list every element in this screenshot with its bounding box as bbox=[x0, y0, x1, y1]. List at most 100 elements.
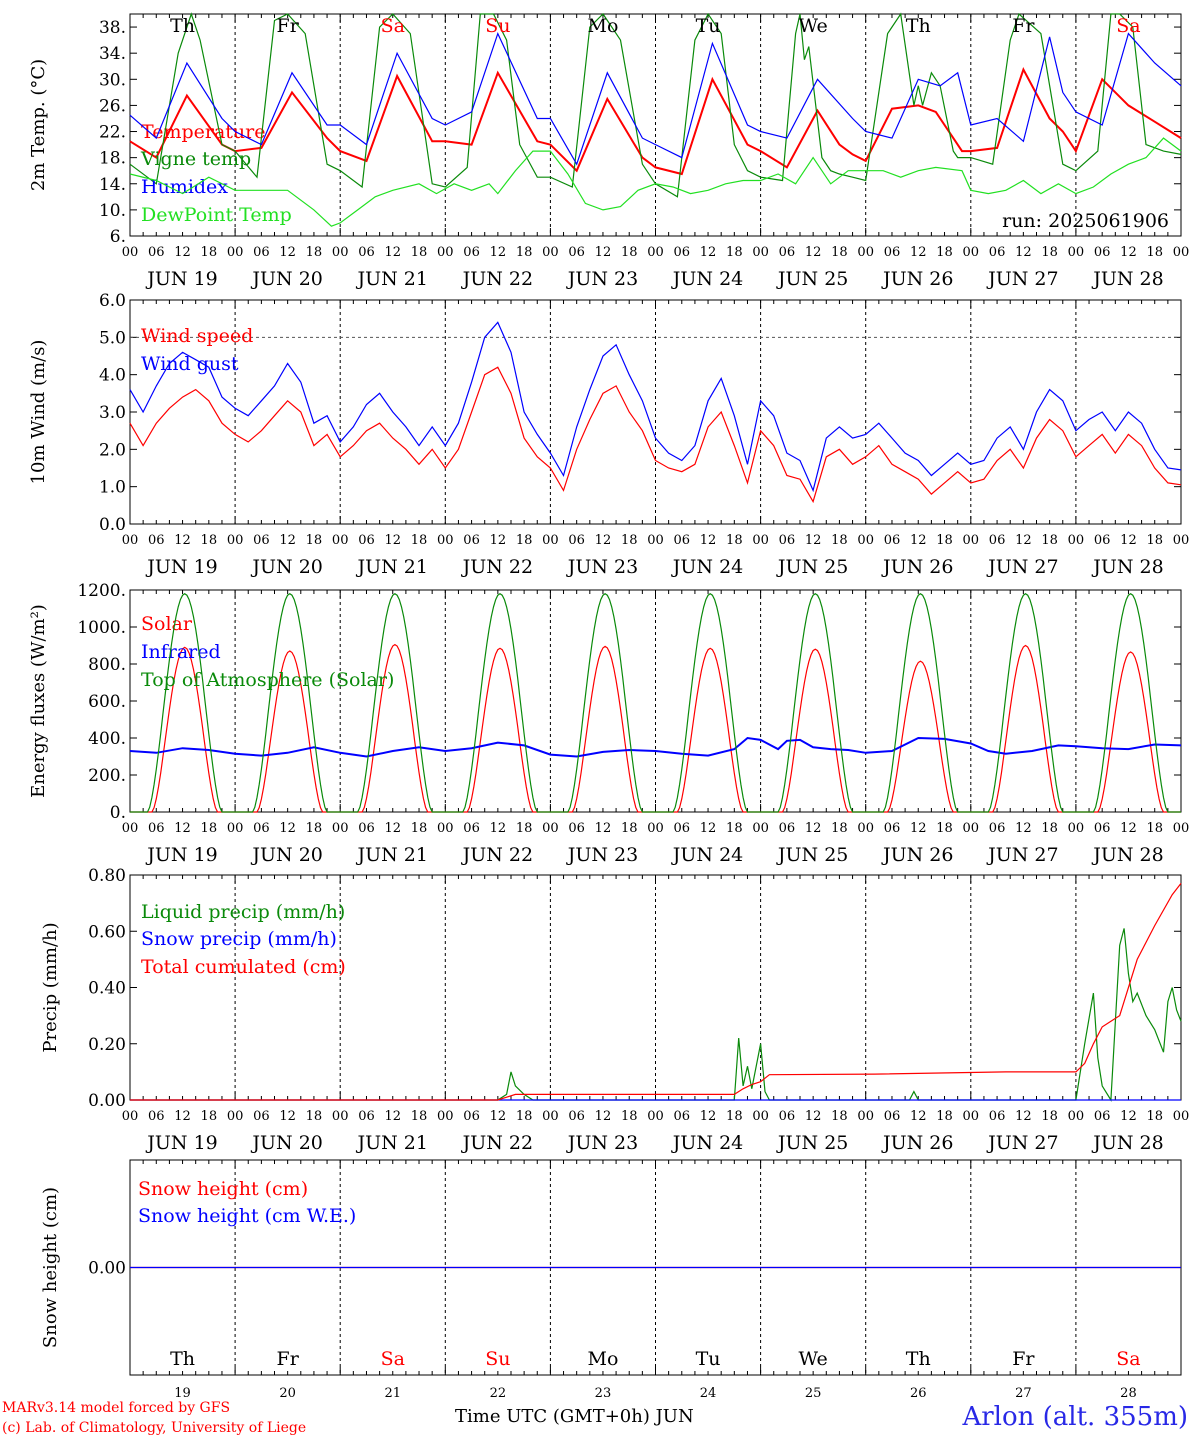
day-number: 24 bbox=[700, 1386, 717, 1401]
hour-label: 00 bbox=[542, 1109, 559, 1124]
hour-label: 06 bbox=[779, 245, 796, 260]
y-tick-label: 0.00 bbox=[88, 1259, 126, 1279]
hour-label: 18 bbox=[516, 245, 533, 260]
x-axis-title: Time UTC (GMT+0h) JUN bbox=[455, 1406, 694, 1427]
legend-entry: Vigne temp bbox=[140, 148, 251, 170]
y-tick-label: 200. bbox=[88, 766, 126, 786]
hour-label: 00 bbox=[857, 533, 874, 548]
hour-label: 00 bbox=[752, 533, 769, 548]
hour-label: 00 bbox=[963, 245, 980, 260]
hour-label: 18 bbox=[1146, 1109, 1163, 1124]
series-line-vigne-temp bbox=[129, 12, 1182, 198]
date-label: JUN 25 bbox=[776, 556, 848, 578]
hour-label: 00 bbox=[1173, 533, 1190, 548]
date-label: JUN 27 bbox=[986, 268, 1058, 290]
hour-label: 00 bbox=[1173, 821, 1190, 836]
day-number: 28 bbox=[1120, 1386, 1137, 1401]
hour-label: 06 bbox=[253, 245, 270, 260]
hour-label: 00 bbox=[122, 821, 139, 836]
hour-label: 00 bbox=[227, 245, 244, 260]
y-tick-label: 1000. bbox=[77, 618, 126, 638]
hour-label: 12 bbox=[700, 821, 717, 836]
hour-label: 12 bbox=[384, 533, 401, 548]
hour-label: 06 bbox=[358, 245, 375, 260]
y-tick-label: 34. bbox=[99, 44, 126, 64]
date-label: JUN 20 bbox=[250, 1132, 322, 1154]
hour-label: 12 bbox=[595, 1109, 612, 1124]
hour-label: 06 bbox=[463, 821, 480, 836]
date-label: JUN 23 bbox=[566, 1132, 638, 1154]
hour-label: 06 bbox=[358, 1109, 375, 1124]
hour-label: 00 bbox=[857, 245, 874, 260]
hour-label: 12 bbox=[910, 1109, 927, 1124]
hour-label: 18 bbox=[516, 821, 533, 836]
plot-frame bbox=[129, 299, 1182, 525]
legend-entry: Solar bbox=[141, 613, 193, 635]
date-label: JUN 28 bbox=[1091, 844, 1163, 866]
date-label: JUN 25 bbox=[776, 268, 848, 290]
y-tick-label: 0.0 bbox=[99, 515, 126, 535]
hour-label: 18 bbox=[726, 1109, 743, 1124]
date-label: JUN 22 bbox=[461, 844, 533, 866]
hour-label: 12 bbox=[805, 245, 822, 260]
weekday-label: Mo bbox=[587, 15, 618, 37]
hour-label: 06 bbox=[568, 821, 585, 836]
y-tick-label: 6. bbox=[110, 227, 126, 247]
panel-5: 0.00 Snow height (cm) Snow height (cm) Snow… bbox=[40, 1159, 1182, 1401]
hour-label: 12 bbox=[279, 533, 296, 548]
hour-label: 00 bbox=[963, 1109, 980, 1124]
hour-label: 00 bbox=[963, 821, 980, 836]
y-tick-label: 800. bbox=[88, 655, 126, 675]
hour-label: 06 bbox=[358, 821, 375, 836]
y-tick-label: 30. bbox=[99, 70, 126, 90]
hour-label: 18 bbox=[1041, 245, 1058, 260]
y-tick-label: 0.20 bbox=[88, 1035, 126, 1055]
hour-label: 00 bbox=[542, 821, 559, 836]
hour-label: 12 bbox=[1015, 1109, 1032, 1124]
panel-2: 0.0 1.0 2.0 3.0 4.0 5.0 6.0 10m Wind (m/s) 00 06 1… bbox=[28, 291, 1189, 578]
hour-label: 00 bbox=[227, 533, 244, 548]
hour-label: 00 bbox=[437, 821, 454, 836]
weekday-label: Tu bbox=[696, 1348, 721, 1370]
date-label: JUN 24 bbox=[671, 268, 743, 290]
hour-label: 18 bbox=[621, 245, 638, 260]
hour-label: 18 bbox=[201, 821, 218, 836]
hour-label: 12 bbox=[910, 533, 927, 548]
y-axis-label: Precip (mm/h) bbox=[40, 922, 61, 1052]
legend-entry: Wind speed bbox=[141, 325, 253, 347]
date-label: JUN 23 bbox=[566, 844, 638, 866]
hour-label: 12 bbox=[1120, 533, 1137, 548]
panel-3: 0. 200. 400. 600. 800. 1000. 1200. Energy fluxe… bbox=[28, 581, 1189, 866]
y-tick-label: 3.0 bbox=[99, 403, 126, 423]
weekday-label: Th bbox=[170, 15, 195, 37]
date-label: JUN 19 bbox=[145, 556, 217, 578]
hour-label: 18 bbox=[411, 245, 428, 260]
hour-label: 06 bbox=[779, 821, 796, 836]
weekday-label: Su bbox=[485, 15, 510, 37]
day-number: 22 bbox=[490, 1386, 507, 1401]
hour-label: 00 bbox=[332, 1109, 349, 1124]
series-line-temperature bbox=[129, 66, 1182, 176]
hour-label: 00 bbox=[752, 821, 769, 836]
hour-label: 00 bbox=[752, 245, 769, 260]
date-label: JUN 19 bbox=[145, 1132, 217, 1154]
hour-label: 12 bbox=[384, 1109, 401, 1124]
date-label: JUN 27 bbox=[986, 844, 1058, 866]
y-tick-label: 10. bbox=[99, 201, 126, 221]
hour-label: 00 bbox=[857, 821, 874, 836]
day-number: 25 bbox=[805, 1386, 822, 1401]
hour-label: 12 bbox=[1015, 821, 1032, 836]
date-label: JUN 28 bbox=[1091, 556, 1163, 578]
hour-label: 18 bbox=[306, 1109, 323, 1124]
hour-label: 12 bbox=[805, 533, 822, 548]
panel-1: 6. 10. 14. 18. 22. 26. 30. 34. 38. 2m Temp. (°C) 0… bbox=[28, 12, 1189, 290]
legend-entry: Snow precip (mm/h) bbox=[141, 928, 337, 950]
hour-label: 06 bbox=[568, 533, 585, 548]
hour-label: 18 bbox=[306, 533, 323, 548]
hour-label: 06 bbox=[779, 533, 796, 548]
date-label: JUN 20 bbox=[250, 556, 322, 578]
hour-label: 06 bbox=[674, 821, 691, 836]
hour-label: 06 bbox=[989, 1109, 1006, 1124]
date-label: JUN 21 bbox=[356, 844, 428, 866]
legend-entry: Snow height (cm W.E.) bbox=[138, 1205, 356, 1227]
